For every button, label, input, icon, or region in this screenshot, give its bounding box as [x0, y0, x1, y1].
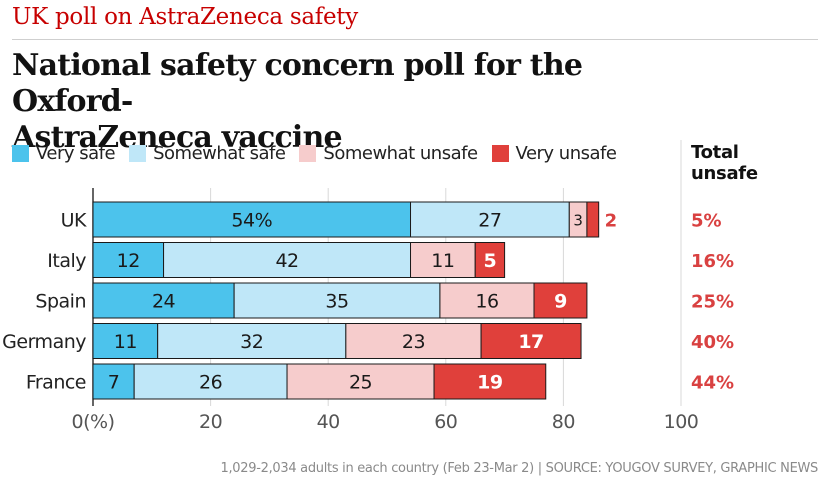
data-label-uk-very-unsafe: 2 [605, 211, 618, 232]
data-label-france-somewhat-unsafe: 25 [349, 372, 372, 394]
x-tick-label-0: 0(%) [72, 411, 115, 433]
x-tick-label-100: 100 [664, 411, 699, 433]
bar-uk-somewhat-safe [410, 201, 570, 238]
data-label-italy-somewhat-safe: 42 [275, 250, 298, 272]
data-label-france-somewhat-safe: 26 [199, 372, 222, 394]
legend-item-very-unsafe: Very unsafe [491, 142, 617, 164]
data-label-spain-somewhat-safe: 35 [325, 291, 348, 313]
bar-uk-very-unsafe [586, 201, 600, 238]
header-divider [12, 39, 818, 40]
bar-italy-somewhat-unsafe [410, 242, 476, 278]
category-label-italy: Italy [47, 250, 86, 272]
x-tick-label-80: 80 [552, 411, 575, 433]
chart-title-line-2: AstraZeneca vaccine [12, 120, 343, 155]
bar-germany-somewhat-unsafe [345, 323, 482, 359]
legend-item-very-safe: Very safe [12, 142, 116, 164]
data-label-italy-very-safe: 12 [117, 250, 140, 272]
data-label-uk-somewhat-safe: 27 [478, 210, 501, 232]
legend-label-somewhat-safe: Somewhat safe [153, 142, 286, 164]
source-note: 1,029-2,034 adults in each country (Feb … [220, 461, 819, 476]
x-tick-label-40: 40 [317, 411, 340, 433]
bar-italy-somewhat-safe [163, 242, 412, 278]
total-unsafe-spain: 25% [691, 292, 734, 313]
total-unsafe-germany: 40% [691, 332, 734, 353]
legend-label-somewhat-unsafe: Somewhat unsafe [323, 142, 478, 164]
total-unsafe-header-line-2: unsafe [691, 163, 758, 184]
data-label-italy-very-unsafe: 5 [484, 250, 497, 272]
bar-germany-very-unsafe [480, 323, 582, 359]
legend-swatch-somewhat-safe [129, 144, 147, 162]
bar-spain-very-unsafe [533, 282, 588, 319]
x-tick-label-20: 20 [199, 411, 222, 433]
total-unsafe-header: Total unsafe [691, 142, 758, 184]
total-unsafe-italy: 16% [691, 251, 734, 272]
bar-spain-somewhat-safe [233, 282, 441, 319]
data-label-france-very-unsafe: 19 [477, 372, 502, 394]
legend-label-very-unsafe: Very unsafe [515, 142, 617, 164]
chart-kicker: UK poll on AstraZeneca safety [12, 4, 358, 30]
data-label-germany-very-unsafe: 17 [518, 331, 543, 353]
bar-germany-very-safe [92, 323, 159, 359]
total-unsafe-uk: 5% [691, 211, 722, 232]
category-label-germany: Germany [2, 331, 86, 353]
bar-france-somewhat-safe [133, 363, 288, 400]
data-label-spain-somewhat-unsafe: 16 [475, 291, 498, 313]
data-label-uk-very-safe: 54% [231, 210, 272, 232]
bar-italy-very-unsafe [474, 242, 506, 278]
chart-title: National safety concern poll for the Oxf… [12, 48, 712, 156]
category-label-uk: UK [61, 210, 87, 232]
legend-item-somewhat-safe: Somewhat safe [129, 142, 286, 164]
legend-label-very-safe: Very safe [36, 142, 116, 164]
bar-spain-somewhat-unsafe [439, 282, 535, 319]
x-tick-label-60: 60 [434, 411, 457, 433]
category-label-france: France [26, 372, 86, 394]
data-label-spain-very-safe: 24 [152, 291, 176, 313]
data-label-germany-very-safe: 11 [114, 331, 137, 353]
chart-title-line-1: National safety concern poll for the Oxf… [12, 48, 583, 119]
data-label-spain-very-unsafe: 9 [554, 291, 567, 313]
data-label-italy-somewhat-unsafe: 11 [431, 250, 454, 272]
data-label-uk-somewhat-unsafe: 3 [573, 212, 583, 230]
bar-italy-very-safe [92, 242, 165, 278]
bar-france-very-unsafe [433, 363, 547, 400]
total-unsafe-header-line-1: Total [691, 142, 739, 163]
data-label-france-very-safe: 7 [108, 372, 120, 394]
category-label-spain: Spain [35, 291, 86, 313]
data-label-germany-somewhat-safe: 32 [240, 331, 263, 353]
total-unsafe-france: 44% [691, 373, 734, 394]
chart-legend: Very safe Somewhat safe Somewhat unsafe … [12, 142, 630, 164]
bar-uk-very-safe [92, 201, 412, 238]
legend-swatch-very-unsafe [491, 144, 509, 162]
bar-germany-somewhat-safe [157, 323, 347, 359]
legend-swatch-very-safe [12, 144, 29, 162]
data-label-germany-somewhat-unsafe: 23 [402, 331, 425, 353]
legend-swatch-somewhat-unsafe [299, 144, 317, 162]
bar-spain-very-safe [92, 282, 235, 319]
legend-item-somewhat-unsafe: Somewhat unsafe [299, 142, 478, 164]
